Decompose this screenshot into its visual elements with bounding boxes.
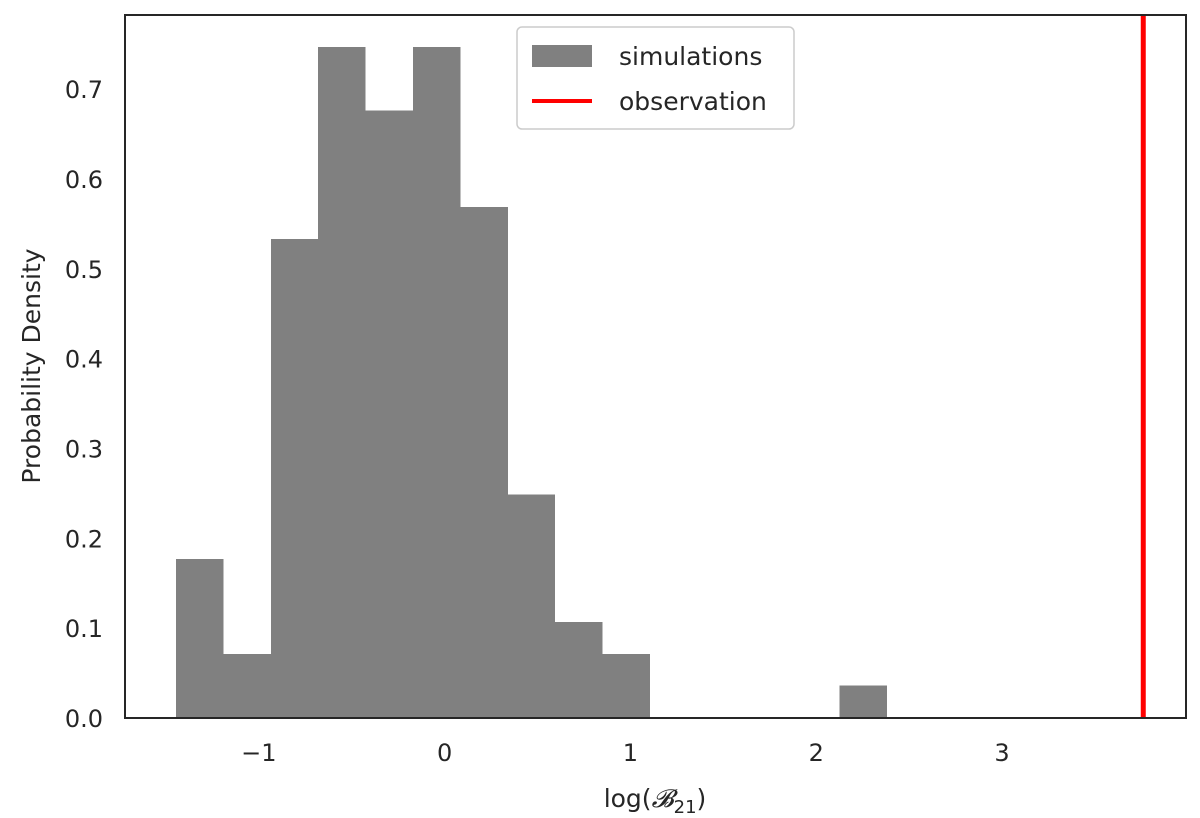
y-axis-ticks: 0.0 0.1 0.2 0.3 0.4 0.5 0.6 0.7 [65,76,103,733]
y-tick-label: 0.0 [65,705,103,733]
x-tick-label: 3 [994,739,1009,767]
histogram-bar [365,110,414,718]
y-tick-label: 0.7 [65,76,103,104]
y-tick-label: 0.1 [65,615,103,643]
histogram-bar [839,685,887,718]
histogram-bar [413,46,461,718]
y-tick-label: 0.3 [65,435,103,463]
legend-label-simulations: simulations [619,42,762,71]
histogram-bar [223,654,271,718]
histogram-bar [270,239,319,719]
x-tick-label: 2 [809,739,824,767]
legend-label-observation: observation [619,87,767,116]
y-tick-label: 0.2 [65,525,103,553]
y-tick-label: 0.5 [65,256,103,284]
histogram-bar [602,654,650,718]
bars-layer [176,46,887,719]
legend: simulations observation [516,26,795,130]
histogram-bar [176,558,224,718]
x-tick-label: −1 [241,739,276,767]
x-axis-ticks: −1 0 1 2 3 [241,739,1010,767]
x-tick-label: 1 [623,739,638,767]
histogram-bar [507,494,556,718]
y-tick-label: 0.4 [65,346,103,374]
y-tick-label: 0.6 [65,166,103,194]
histogram-bar [555,621,603,718]
x-tick-label: 0 [437,739,452,767]
legend-swatch-simulations [532,45,592,67]
histogram-bar [318,46,366,718]
y-axis-label: Probability Density [17,248,46,483]
histogram-bar [460,206,508,718]
x-axis-label: log(𝓑21) [604,784,707,813]
plot-frame [124,14,1187,719]
